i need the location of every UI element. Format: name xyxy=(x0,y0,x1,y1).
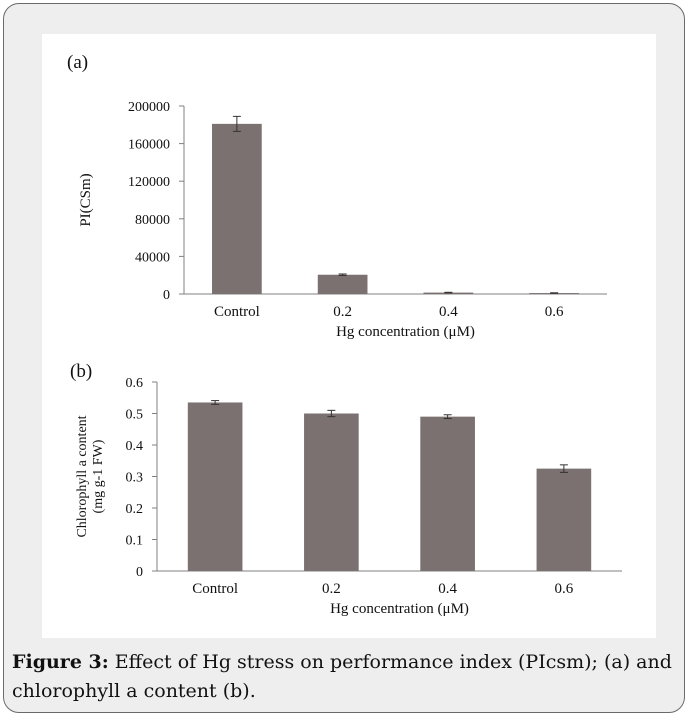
y-tick-label: 40000 xyxy=(135,250,170,265)
bar xyxy=(420,416,475,571)
figure-caption: Figure 3: Effect of Hg stress on perform… xyxy=(12,648,680,706)
x-tick-label: 0.4 xyxy=(439,304,458,320)
y-tick-label: 200000 xyxy=(128,100,170,115)
x-tick-label: 0.4 xyxy=(438,581,457,597)
x-axis-label: Hg concentration (μM) xyxy=(336,324,475,340)
y-axis-label-units: (mg g-1 FW) xyxy=(91,439,106,513)
chart-b: (b) 0 0.1 0.2 0.3 0.4 0.5 0.6 Control 0.2 0.4 0.6 Hg… xyxy=(70,361,622,617)
caption-text: Effect of Hg stress on performance index… xyxy=(12,651,672,702)
y-tick-label: 0.6 xyxy=(126,376,144,391)
y-tick-label: 0 xyxy=(136,565,143,580)
y-tick-label: 0 xyxy=(163,288,170,303)
y-tick-label: 0.2 xyxy=(126,502,144,517)
x-tick-label: Control xyxy=(192,581,238,597)
y-tick-label: 0.5 xyxy=(126,408,144,423)
x-tick-label: 0.6 xyxy=(555,581,574,597)
panel-label: (a) xyxy=(67,52,88,73)
y-tick-label: 160000 xyxy=(128,138,170,153)
x-tick-label: Control xyxy=(214,304,260,320)
y-tick-label: 0.3 xyxy=(126,471,144,486)
bar xyxy=(536,468,592,571)
chart-a: (a) 0 40000 80000 120000 160000 200000 Control 0… xyxy=(67,52,607,340)
bar xyxy=(304,413,359,571)
y-tick-label: 0.1 xyxy=(126,534,144,549)
bar xyxy=(212,123,262,294)
x-axis-label: Hg concentration (μM) xyxy=(330,601,469,617)
x-tick-label: 0.2 xyxy=(333,304,352,320)
caption-label: Figure 3: xyxy=(12,651,109,673)
figure-charts: (a) 0 40000 80000 120000 160000 200000 Control 0… xyxy=(67,52,622,617)
y-axis-label: Chlorophyll a content xyxy=(75,415,90,537)
y-tick-label: 80000 xyxy=(135,213,170,228)
x-tick-label: 0.2 xyxy=(322,581,341,597)
x-tick-label: 0.6 xyxy=(545,304,564,320)
y-tick-label: 0.4 xyxy=(126,439,144,454)
y-axis-label: PI(CSm) xyxy=(78,173,94,226)
panel-label: (b) xyxy=(70,361,92,382)
bar xyxy=(317,274,368,294)
y-tick-label: 120000 xyxy=(128,175,170,190)
bar xyxy=(187,402,243,571)
figure-panel: (a) 0 40000 80000 120000 160000 200000 Control 0… xyxy=(42,34,656,638)
figure-frame: (a) 0 40000 80000 120000 160000 200000 Control 0… xyxy=(3,3,685,713)
